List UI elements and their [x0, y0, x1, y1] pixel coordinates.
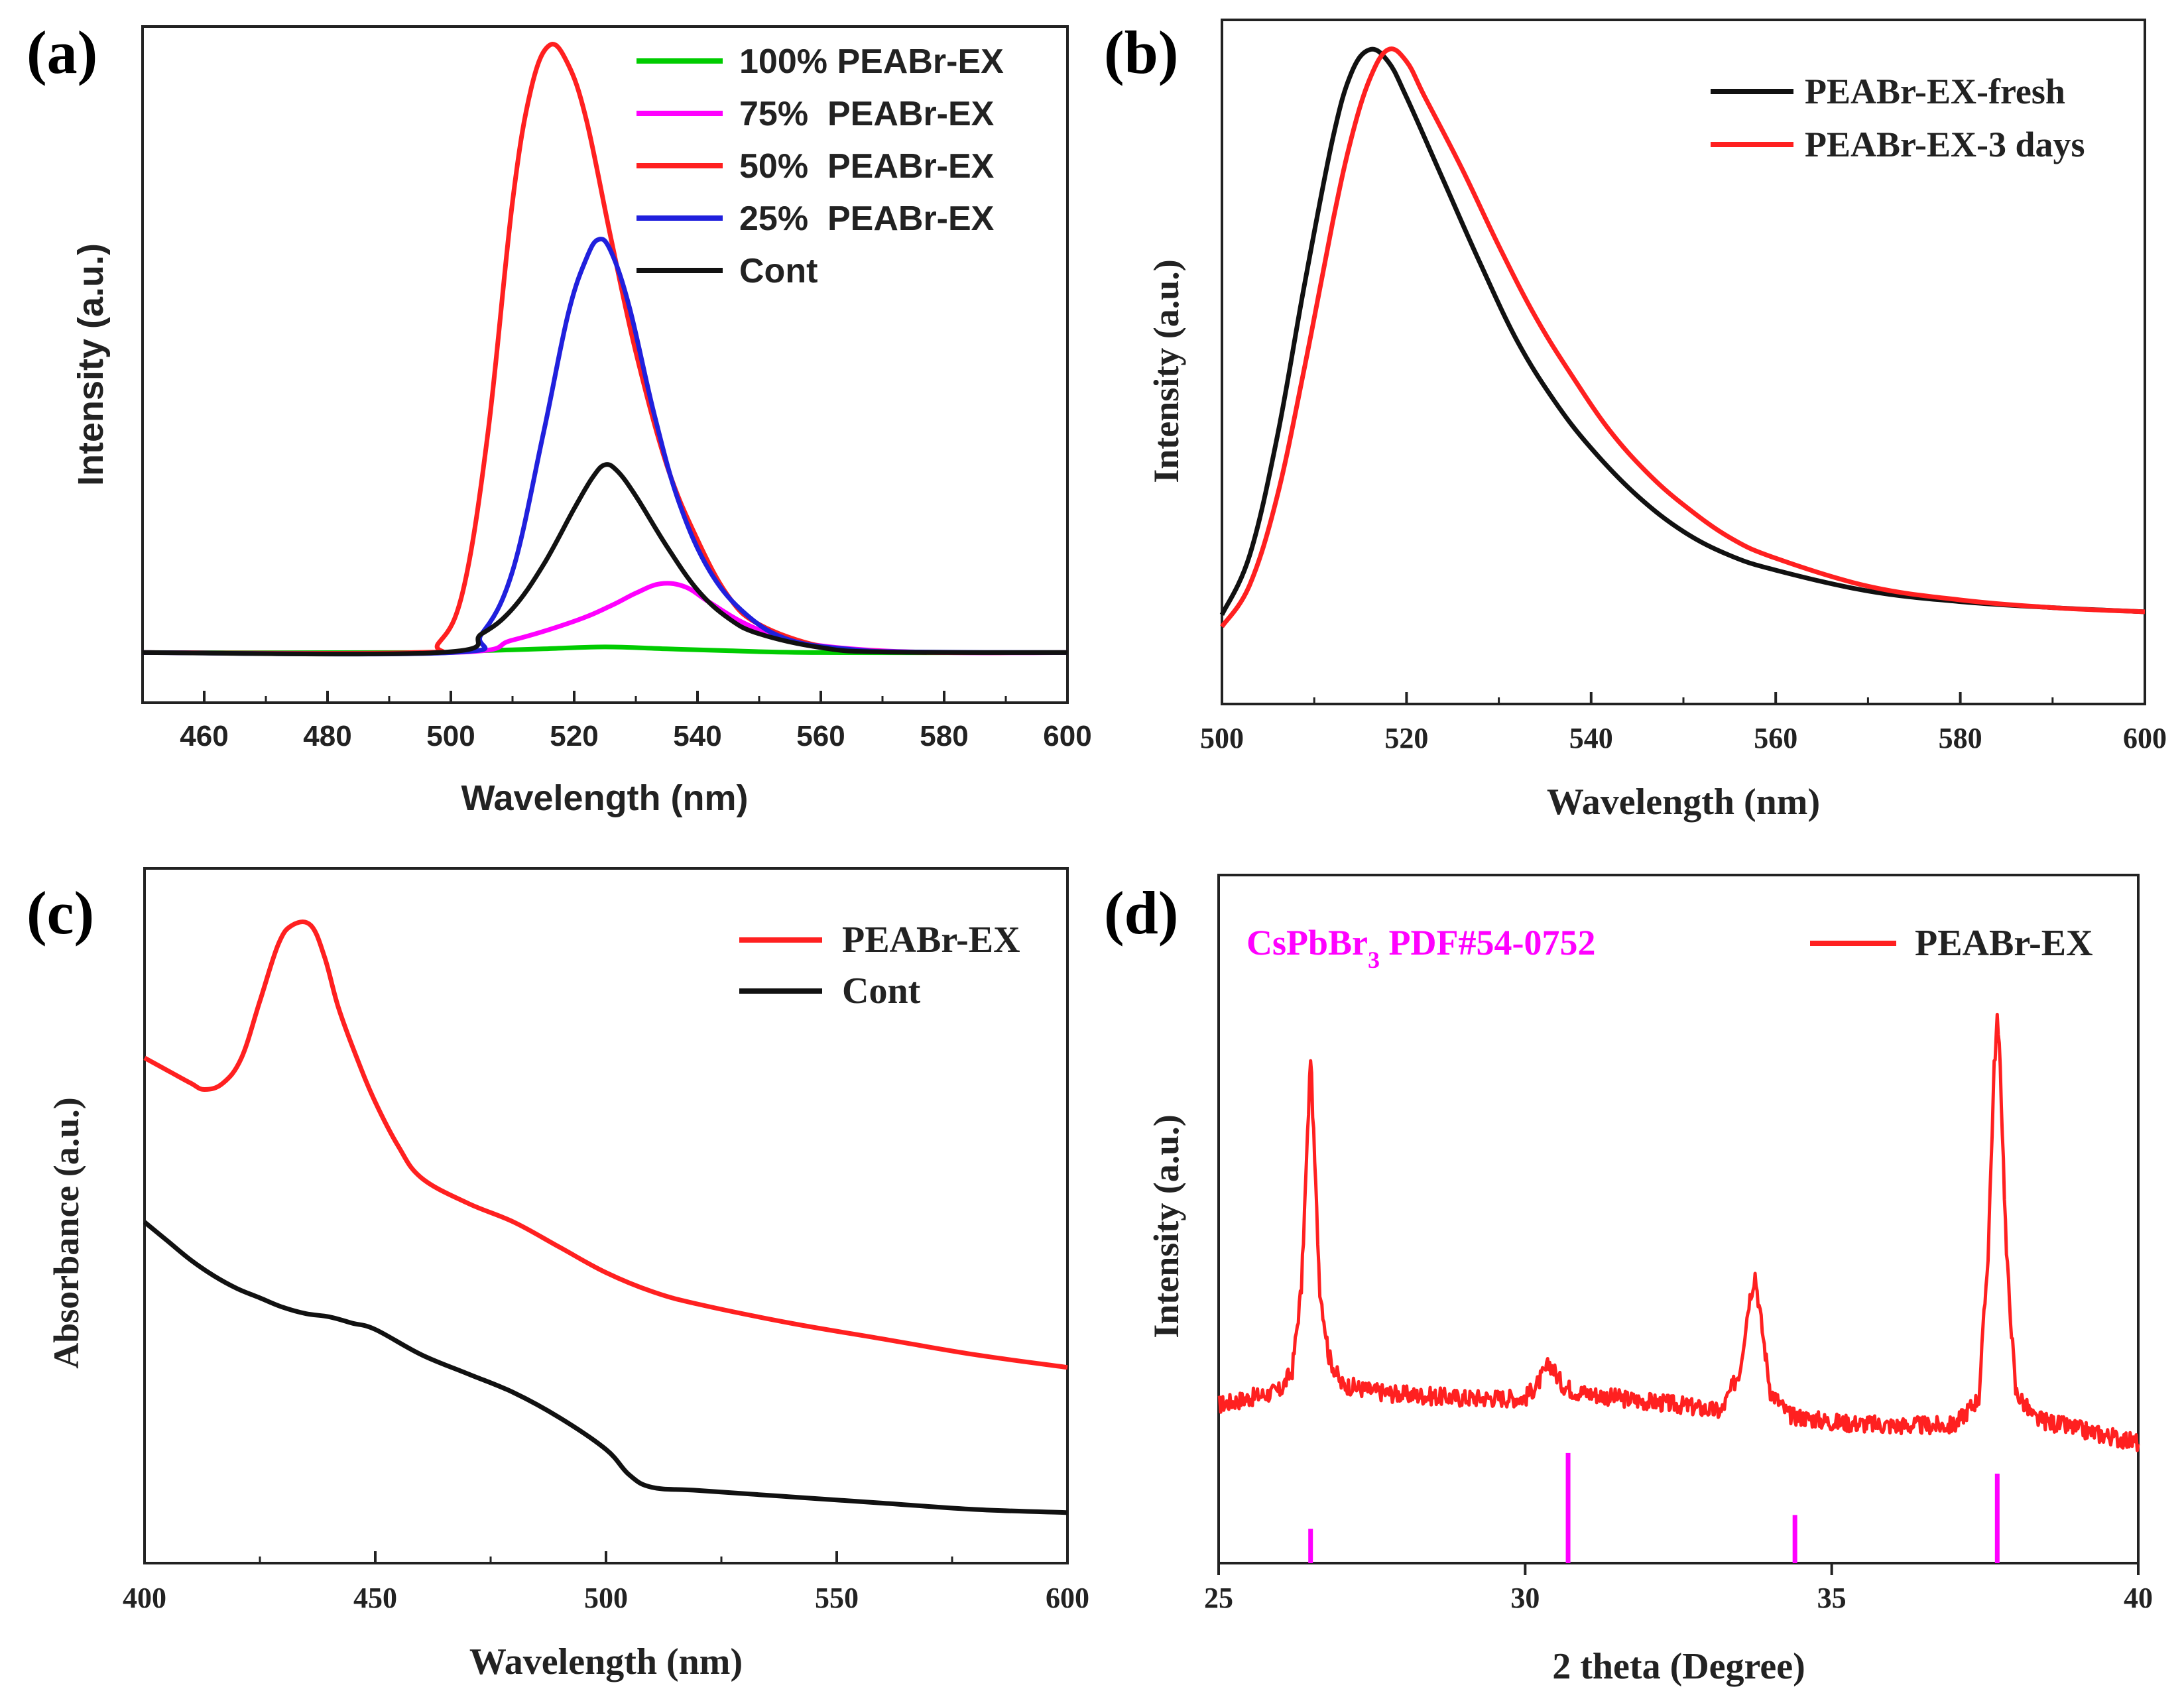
x-tick-label: 460	[180, 720, 228, 752]
x-tick-label: 40	[2124, 1582, 2153, 1614]
x-tick-label: 30	[1510, 1582, 1540, 1614]
legend-d: PEABr-EX	[1810, 923, 2093, 964]
plot-frame-c	[143, 867, 1069, 1564]
legend-c: PEABr-EX Cont	[739, 919, 1020, 1012]
legend-label-fresh: PEABr-EX-fresh	[1805, 72, 2065, 111]
annotation-pdf-card: PDF#54-0752	[1380, 923, 1595, 963]
panel-label-b: (b)	[1104, 19, 1178, 86]
panel-label-d: (d)	[1104, 879, 1178, 947]
legend-label-cont: Cont	[739, 252, 818, 290]
y-axis-title-a: Intensity (a.u.)	[71, 243, 111, 486]
panel-label-a: (a)	[27, 19, 97, 86]
x-tick-label: 480	[303, 720, 351, 752]
series-line-peabr-ex-fresh	[1219, 46, 2146, 616]
x-tick-labels-c: 400 450 500 550 600	[123, 1582, 1089, 1614]
x-ticks-b	[1221, 692, 2146, 704]
x-tick-labels-d: 25 30 35 40	[1204, 1582, 2153, 1614]
series-line-25-peabr-ex	[142, 237, 1068, 657]
x-axis-title-c: Wavelength (nm)	[469, 1641, 743, 1682]
series-line-peabr-ex	[143, 919, 1068, 1370]
series-line-75-peabr-ex	[142, 581, 1068, 656]
x-ticks-d	[1217, 1563, 2140, 1575]
y-axis-title-c: Absorbance (a.u.)	[46, 1097, 86, 1369]
panel-d: (d) 25 30 35 40 2 theta (Degree) Intensi…	[1104, 874, 2153, 1687]
x-tick-labels-b: 500 520 540 560 580 600	[1200, 722, 2167, 754]
y-axis-title-d: Intensity (a.u.)	[1146, 1114, 1186, 1338]
x-axis-title-a: Wavelength (nm)	[461, 778, 748, 818]
x-tick-label: 520	[550, 720, 598, 752]
series-line-peabr-ex-3-days	[1220, 46, 2146, 628]
x-tick-label: 560	[1754, 722, 1797, 754]
annotation-formula: CsPbBr	[1246, 923, 1368, 963]
x-tick-label: 540	[1569, 722, 1613, 754]
y-axis-title-b: Intensity (a.u.)	[1146, 259, 1186, 483]
annotation-subscript: 3	[1368, 947, 1380, 973]
x-tick-label: 580	[1939, 722, 1982, 754]
x-axis-title-d: 2 theta (Degree)	[1552, 1646, 1805, 1687]
x-tick-label: 400	[123, 1582, 166, 1614]
x-ticks-c	[143, 1551, 1069, 1563]
legend-label-peabr-ex: PEABr-EX	[842, 919, 1020, 961]
x-tick-label: 25	[1204, 1582, 1233, 1614]
legend-label-peabr-ex: PEABr-EX	[1915, 923, 2093, 964]
legend-label-75pct: 75% PEABr-EX	[739, 95, 995, 133]
x-tick-label: 600	[1043, 720, 1091, 752]
legend-label-cont: Cont	[842, 970, 921, 1012]
legend-label-50pct: 50% PEABr-EX	[739, 147, 995, 186]
series-layer-a	[142, 42, 1068, 657]
series-line-50-peabr-ex	[142, 42, 1068, 656]
x-tick-label: 600	[1046, 1582, 1089, 1614]
legend-label-3days: PEABr-EX-3 days	[1805, 125, 2085, 164]
x-tick-label: 500	[426, 720, 475, 752]
series-layer-c	[143, 919, 1068, 1515]
x-tick-label: 560	[796, 720, 845, 752]
panel-b: (b) 500 520 540 560 580 600 Wavelength (…	[1104, 19, 2167, 823]
legend-a: 100% PEABr-EX 75% PEABr-EX 50% PEABr-EX …	[637, 42, 1004, 290]
series-layer-b	[1219, 46, 2146, 628]
reference-peaks-d	[1308, 1452, 2000, 1563]
x-tick-label: 520	[1384, 722, 1428, 754]
x-axis-title-b: Wavelength (nm)	[1547, 782, 1820, 823]
legend-b: PEABr-EX-fresh PEABr-EX-3 days	[1711, 72, 2085, 164]
series-line-cont	[142, 462, 1068, 657]
x-tick-label: 450	[353, 1582, 397, 1614]
plot-frame-a	[141, 25, 1069, 704]
x-tick-label: 580	[920, 720, 968, 752]
panel-a: (a) 460 480 500 520 540 560 580 600 Wave…	[27, 19, 1092, 818]
panel-c: (c) 400 450 500 550 600 Wavelength (nm) …	[27, 867, 1089, 1682]
x-tick-label: 500	[584, 1582, 628, 1614]
x-tick-label: 550	[815, 1582, 859, 1614]
panel-label-c: (c)	[27, 879, 94, 947]
x-tick-label: 500	[1200, 722, 1244, 754]
series-line-cont	[143, 1220, 1068, 1515]
reference-annotation: CsPbBr3 PDF#54-0752	[1246, 923, 1595, 973]
x-ticks-a	[203, 691, 1069, 703]
plot-frame-d	[1217, 874, 2140, 1564]
x-tick-label: 35	[1817, 1582, 1847, 1614]
series-line-peabr-ex	[1217, 1012, 2140, 1452]
plot-frame-b	[1221, 19, 2146, 705]
x-tick-label: 540	[673, 720, 721, 752]
x-tick-labels-a: 460 480 500 520 540 560 580 600	[180, 720, 1091, 752]
legend-label-25pct: 25% PEABr-EX	[739, 200, 995, 238]
legend-label-100pct: 100% PEABr-EX	[739, 42, 1004, 81]
x-tick-label: 600	[2123, 722, 2167, 754]
series-layer-d	[1217, 1012, 2140, 1452]
